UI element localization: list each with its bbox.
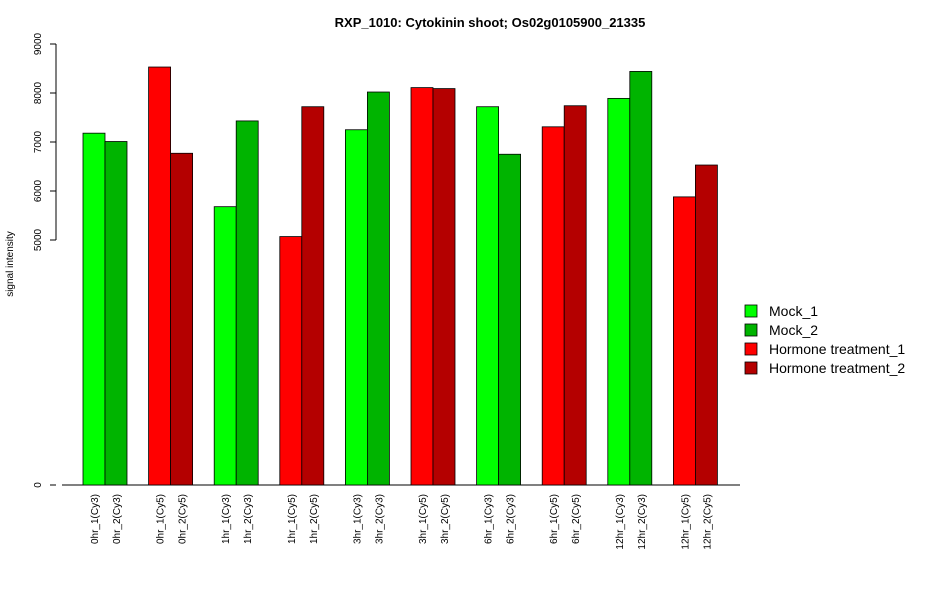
- legend-swatch: [744, 304, 758, 318]
- bar: [629, 71, 653, 486]
- bar: [366, 91, 390, 486]
- legend-label: Mock_2: [769, 322, 818, 338]
- bar: [344, 129, 368, 486]
- legend-label: Hormone treatment_2: [769, 360, 905, 376]
- x-tick-label: 0hr_1(Cy3): [90, 494, 101, 544]
- bar: [410, 87, 434, 486]
- x-tick-label: 12hr_1(Cy5): [680, 494, 691, 550]
- x-tick-label: 6hr_1(Cy5): [549, 494, 560, 544]
- x-tick-label: 0hr_1(Cy5): [156, 494, 167, 544]
- legend-label: Mock_1: [769, 303, 818, 319]
- x-tick-label: 6hr_2(Cy5): [571, 494, 582, 544]
- chart-title: RXP_1010: Cytokinin shoot; Os02g0105900_…: [335, 15, 646, 30]
- bar: [301, 106, 325, 486]
- x-tick-label: 12hr_1(Cy3): [615, 494, 626, 550]
- x-tick-label: 6hr_2(Cy3): [506, 494, 517, 544]
- legend: Mock_1 Mock_2 Hormone treatment_1 Hormone t…: [744, 303, 905, 376]
- x-tick-label: 1hr_2(Cy3): [243, 494, 254, 544]
- bar: [235, 120, 259, 486]
- bar: [170, 152, 194, 486]
- x-tick-label: 3hr_1(Cy3): [352, 494, 363, 544]
- legend-swatch: [744, 342, 758, 356]
- y-tick-label: 0: [33, 482, 44, 488]
- x-tick-label: 3hr_2(Cy5): [440, 494, 451, 544]
- x-tick-label: 0hr_2(Cy5): [178, 494, 189, 544]
- bar: [104, 141, 128, 486]
- bar: [563, 105, 587, 486]
- bar: [695, 164, 718, 486]
- y-tick-label: 8000: [33, 81, 44, 104]
- x-tick-label: 3hr_2(Cy3): [374, 494, 385, 544]
- x-tick-label: 3hr_1(Cy5): [418, 494, 429, 544]
- bar: [432, 88, 456, 486]
- x-tick-label: 1hr_1(Cy5): [287, 494, 298, 544]
- legend-swatch: [744, 361, 758, 375]
- x-tick-label: 1hr_1(Cy3): [221, 494, 232, 544]
- bar: [607, 97, 631, 486]
- x-tick-label: 12hr_2(Cy5): [702, 494, 713, 550]
- bar: [476, 106, 500, 486]
- bar: [213, 206, 237, 486]
- y-tick-label: 6000: [33, 179, 44, 202]
- x-tick-label: 0hr_2(Cy3): [112, 494, 123, 544]
- bar: [673, 196, 696, 486]
- bar: [541, 126, 565, 486]
- x-tick-label: 12hr_2(Cy3): [637, 494, 648, 550]
- x-tick-label: 6hr_1(Cy3): [484, 494, 495, 544]
- x-tick-labels: 0hr_1(Cy3) 0hr_2(Cy3) 0hr_1(Cy5) 0hr_2(Cy5)…: [90, 494, 713, 550]
- y-tick-label: 5000: [33, 228, 44, 251]
- bar: [498, 153, 522, 486]
- bar: [148, 66, 172, 486]
- legend-label: Hormone treatment_1: [769, 341, 905, 357]
- bar: [279, 236, 303, 486]
- bar: [82, 132, 106, 486]
- y-tick-label: 9000: [33, 32, 44, 55]
- y-axis-label: signal intensity: [5, 231, 16, 297]
- legend-swatch: [744, 323, 758, 337]
- bars: [82, 66, 718, 486]
- x-tick-label: 1hr_2(Cy5): [309, 494, 320, 544]
- y-tick-label: 7000: [33, 130, 44, 153]
